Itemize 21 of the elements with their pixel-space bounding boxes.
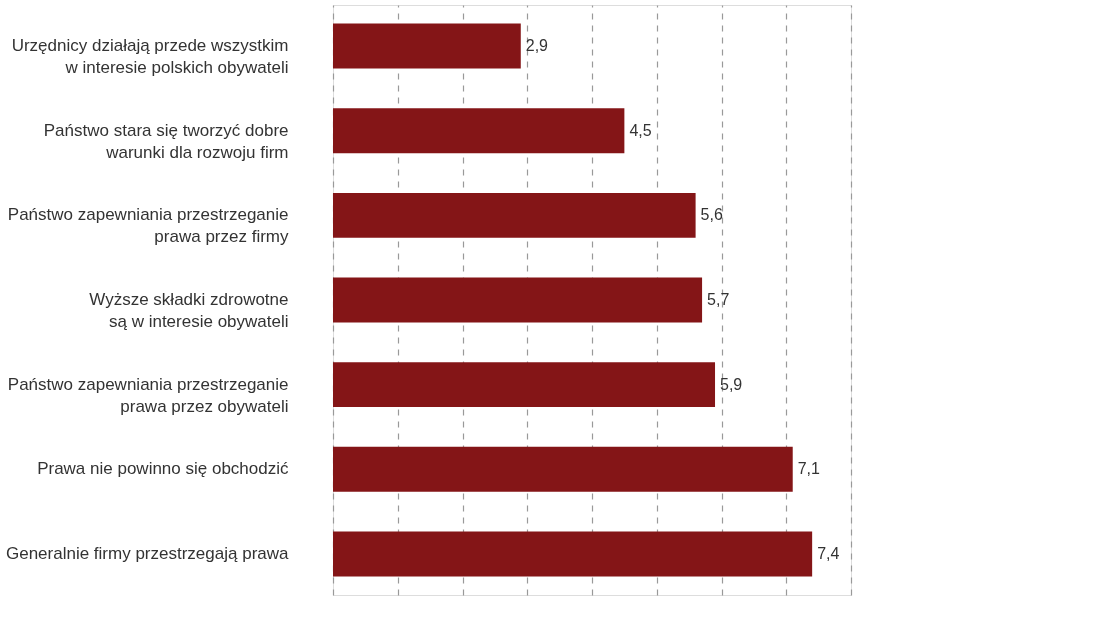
bar: [333, 277, 703, 323]
y-tick-label: Państwo zapewniania przestrzeganie prawa przez obywateli: [7, 374, 289, 416]
data-label: 5,9: [720, 375, 743, 393]
data-label: 4,5: [629, 121, 652, 139]
y-tick-label: Państwo zapewniania przestrzeganie prawa przez firmy: [7, 205, 289, 247]
y-tick-label: Prawa nie powinno się obchodzić: [37, 459, 289, 479]
bar: [333, 108, 625, 154]
y-tick-label: Wyższe składki zdrowotne są w interesie obywateli: [89, 290, 289, 331]
bar: [333, 192, 696, 238]
data-label: 5,7: [707, 291, 730, 308]
bar: [333, 531, 813, 577]
data-label: 7,4: [817, 544, 840, 562]
data-label: 5,6: [700, 206, 723, 224]
y-tick-label: Państwo stara się tworzyć dobre warunki dla rozwoju firm: [43, 120, 289, 162]
bar: [333, 362, 716, 408]
y-tick-label: Urzędnicy działają przede wszystkim w interesie polskich obywateli: [11, 36, 289, 78]
y-tick-label: Generalnie firmy przestrzegają prawa: [5, 543, 290, 563]
data-label: 2,9: [525, 37, 549, 55]
data-label: 7,1: [797, 460, 821, 478]
bar: [333, 446, 793, 492]
bar: [333, 23, 521, 69]
